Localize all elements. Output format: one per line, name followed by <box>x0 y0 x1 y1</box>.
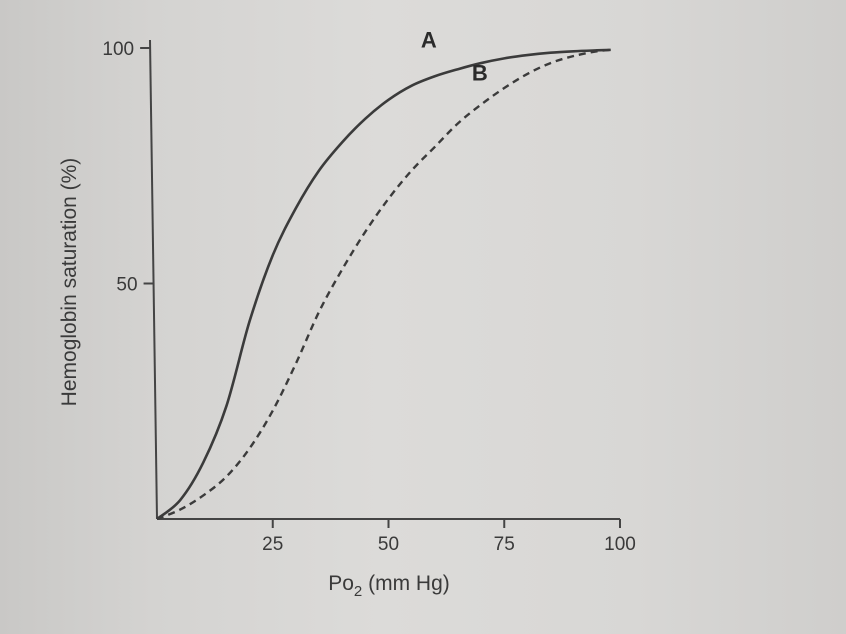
curve-label-b: B <box>472 60 488 85</box>
x-axis-label: Po2 (mm Hg) <box>328 572 450 600</box>
y-axis-line <box>149 39 158 520</box>
ticks: 25 50 75 100 50 100 <box>102 39 635 555</box>
curve-label-a: A <box>421 27 437 52</box>
labels: Hemoglobin saturation (%) Po2 (mm Hg) A B <box>58 27 488 600</box>
series <box>156 48 611 521</box>
y-tick-label: 50 <box>116 275 137 296</box>
x-axis-label-main: Po <box>328 572 354 595</box>
x-tick-label: 100 <box>604 534 636 555</box>
x-axis-label-unit: (mm Hg) <box>362 572 450 595</box>
series-line-a <box>156 48 611 521</box>
axes <box>149 39 620 520</box>
x-tick-label: 25 <box>262 534 283 555</box>
series-line-b <box>156 48 611 521</box>
x-tick-label: 50 <box>378 534 399 555</box>
y-axis-label: Hemoglobin saturation (%) <box>58 158 81 407</box>
y-tick-label: 100 <box>102 39 134 60</box>
x-tick-label: 75 <box>494 534 515 555</box>
x-axis-label-subscript: 2 <box>354 583 362 600</box>
